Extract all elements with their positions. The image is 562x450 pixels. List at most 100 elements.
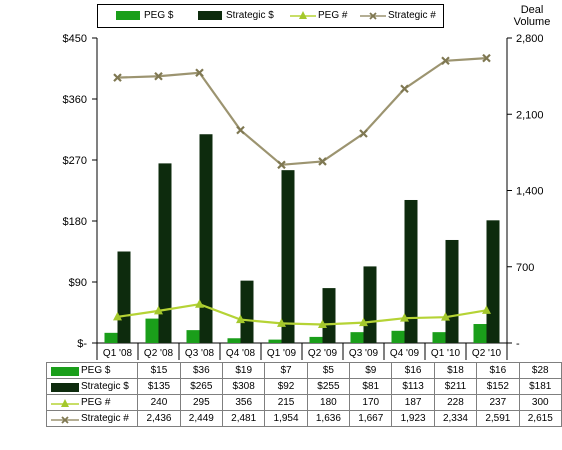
table-row-label: PEG #: [81, 397, 110, 408]
table-cell: $113: [392, 379, 434, 395]
table-cell: $92: [265, 379, 307, 395]
table-cell: 180: [307, 395, 349, 411]
bar-strategic-dollars: [323, 288, 336, 343]
y-left-tick-label: $450: [63, 33, 87, 45]
y-right-tick-label: 1,400: [516, 186, 544, 198]
bar-strategic-dollars: [364, 266, 377, 343]
table-cell: $16: [392, 363, 434, 379]
x-tick-label: Q4 '08: [226, 348, 256, 359]
legend-swatch-peg-count: [290, 11, 316, 21]
x-tick-label: Q1 '09: [267, 348, 297, 359]
point-strategic-count: [237, 127, 244, 134]
table-cell: 295: [180, 395, 222, 411]
table-row: PEG #240 295 356 215 180 170 187 228 237 300: [47, 395, 562, 411]
table-cell: $152: [477, 379, 519, 395]
bar-peg-dollars: [310, 337, 323, 343]
table-cell: $36: [180, 363, 222, 379]
table-legend-key: [51, 367, 79, 376]
bar-strategic-dollars: [446, 240, 459, 343]
table-cell: 237: [477, 395, 519, 411]
x-tick-label: Q1 '08: [103, 348, 133, 359]
x-tick-label: Q2 '10: [472, 348, 502, 359]
x-tick-label: Q3 '09: [349, 348, 379, 359]
table-cell: $5: [307, 363, 349, 379]
bar-peg-dollars: [474, 324, 487, 343]
table-row-header: PEG #: [47, 395, 138, 411]
bar-strategic-dollars: [487, 220, 500, 343]
table-row: PEG $ $15 $36 $19 $7 $5 $9 $16 $18 $16 $28: [47, 363, 562, 379]
x-tick-label: Q2 '09: [308, 348, 338, 359]
table-cell: $28: [519, 363, 561, 379]
right-axis-title-line-1: Deal: [508, 4, 556, 16]
bar-peg-dollars: [187, 330, 200, 343]
point-strategic-count: [360, 130, 367, 137]
table-cell: 2,615: [519, 411, 561, 427]
legend-label-strategic-dollars: Strategic $: [226, 9, 274, 23]
table-row-label: Strategic #: [81, 413, 129, 424]
bar-peg-dollars: [269, 340, 282, 343]
table-row-header: Strategic $: [47, 379, 138, 395]
right-axis-title: Deal Volume: [508, 4, 556, 28]
legend: PEG $ Strategic $ PEG # Strategic #: [97, 4, 444, 28]
y-right-tick-label: 2,100: [516, 109, 544, 121]
bar-strategic-dollars: [118, 252, 131, 344]
bar-strategic-dollars: [282, 170, 295, 343]
x-tick-label: Q3 '08: [185, 348, 215, 359]
table-cell: $255: [307, 379, 349, 395]
table-cell: $16: [477, 363, 519, 379]
y-left-tick-label: $-: [77, 338, 87, 350]
table-cell: 2,334: [434, 411, 476, 427]
table-row-label: Strategic $: [81, 381, 129, 392]
table-cell: $211: [434, 379, 476, 395]
table-cell: $9: [350, 363, 392, 379]
bar-strategic-dollars: [200, 134, 213, 343]
table-row: Strategic # 2,436 2,449 2,481 1,954 1,636 1,66…: [47, 411, 562, 427]
table-legend-key: [51, 415, 79, 424]
table-cell: 187: [392, 395, 434, 411]
right-axis-title-line-2: Volume: [508, 16, 556, 28]
table-cell: $19: [223, 363, 265, 379]
y-right-tick-label: -: [516, 338, 520, 350]
legend-swatch-strategic-dollars: [198, 11, 222, 20]
point-strategic-count: [401, 85, 408, 92]
table-cell: $81: [350, 379, 392, 395]
legend-label-peg-count: PEG #: [318, 9, 347, 23]
bar-peg-dollars: [228, 338, 241, 343]
table-cell: 2,591: [477, 411, 519, 427]
table-row-header: PEG $: [47, 363, 138, 379]
bar-peg-dollars: [392, 331, 405, 343]
table-legend-key: [51, 383, 79, 392]
table-cell: 215: [265, 395, 307, 411]
table-cell: $265: [180, 379, 222, 395]
data-table: PEG $ $15 $36 $19 $7 $5 $9 $16 $18 $16 $28 Strategi…: [46, 362, 562, 427]
table-row: Strategic $ $135 $265 $308 $92 $255 $81 $113 $21…: [47, 379, 562, 395]
table-cell: 1,636: [307, 411, 349, 427]
y-left-tick-label: $360: [63, 94, 87, 106]
bar-strategic-dollars: [241, 281, 254, 343]
table-cell: 228: [434, 395, 476, 411]
bar-strategic-dollars: [159, 163, 172, 343]
x-tick-label: Q4 '09: [390, 348, 420, 359]
legend-label-strategic-count: Strategic #: [388, 9, 436, 23]
table-row-label: PEG $: [81, 365, 110, 376]
legend-label-peg-dollars: PEG $: [144, 9, 173, 23]
table-cell: 356: [223, 395, 265, 411]
y-left-tick-label: $270: [63, 155, 87, 167]
table-cell: 240: [138, 395, 180, 411]
bar-peg-dollars: [146, 319, 159, 343]
table-cell: 300: [519, 395, 561, 411]
table-cell: 2,449: [180, 411, 222, 427]
y-left-tick-label: $180: [63, 216, 87, 228]
table-cell: $135: [138, 379, 180, 395]
table-cell: 2,481: [223, 411, 265, 427]
legend-swatch-peg-dollars: [116, 11, 140, 20]
table-legend-key: [51, 399, 79, 408]
bar-peg-dollars: [433, 332, 446, 343]
table-row-header: Strategic #: [47, 411, 138, 427]
x-tick-label: Q2 '08: [144, 348, 174, 359]
y-right-tick-label: 2,800: [516, 33, 544, 45]
table-cell: 1,667: [350, 411, 392, 427]
table-cell: $308: [223, 379, 265, 395]
table-cell: 1,954: [265, 411, 307, 427]
y-left-tick-label: $90: [69, 277, 87, 289]
